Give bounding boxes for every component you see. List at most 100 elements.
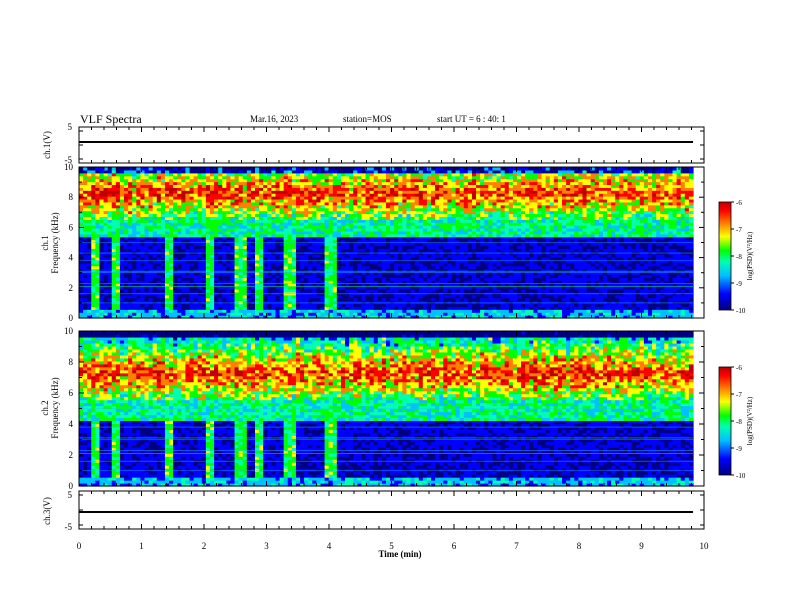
spectrogram-cell	[193, 167, 199, 171]
spectrogram-cell	[144, 222, 150, 226]
spectrogram-cell	[91, 297, 96, 302]
spectrogram-cell	[79, 233, 84, 238]
spectrogram-cell	[111, 245, 117, 249]
spectrogram-cell	[160, 227, 166, 232]
spectrogram-cell	[79, 259, 84, 264]
spectrogram-cell	[87, 175, 92, 180]
spectrogram-cell	[95, 303, 101, 307]
spectrogram-cell	[107, 280, 113, 284]
spectrogram-cell	[156, 201, 162, 206]
spectrogram-cell	[164, 306, 170, 310]
spectrogram-cell	[91, 268, 96, 273]
spectrogram-cell	[136, 286, 141, 290]
spectrogram-cell	[95, 230, 101, 235]
spectrogram-cell	[140, 271, 146, 276]
spectrogram-cell	[156, 196, 162, 200]
spectrogram-cell	[87, 283, 92, 287]
spectrogram-cell	[132, 274, 137, 278]
spectrogram-cell	[119, 210, 125, 215]
spectrogram-cell	[169, 167, 174, 171]
spectrogram-cell	[99, 286, 105, 290]
spectrogram-cell	[152, 213, 158, 217]
spectrogram-cell	[99, 288, 105, 293]
spectrogram-cell	[83, 190, 88, 194]
spectrogram-cell	[185, 167, 191, 171]
spectrogram-cell	[87, 193, 92, 197]
spectrogram-cell	[222, 167, 227, 171]
spectrogram-cell	[79, 213, 84, 217]
spectrogram-cell	[128, 271, 133, 276]
spectrogram-cell	[128, 167, 133, 171]
spectrogram-cell	[148, 219, 154, 223]
spectrogram-cell	[128, 207, 133, 212]
spectrogram-cell	[148, 283, 154, 287]
spectrogram-cell	[87, 271, 92, 276]
spectrogram-cell	[99, 268, 105, 273]
spectrogram-cell	[79, 167, 84, 171]
spectrogram-cell	[115, 204, 121, 209]
spectrogram-cell	[111, 242, 117, 246]
spectrogram-cell	[107, 257, 113, 261]
spectrogram-cell	[103, 227, 109, 232]
spectrogram-cell	[140, 225, 146, 229]
spectrogram-cell	[87, 167, 92, 171]
spectrogram-cell	[160, 283, 166, 287]
spectrogram-cell	[136, 236, 141, 241]
spectrogram-cell	[95, 283, 101, 287]
spectrogram-cell	[136, 312, 141, 316]
spectrogram-cell	[103, 300, 109, 305]
spectrogram-cell	[148, 262, 154, 267]
spectrogram-cell	[124, 262, 129, 267]
spectrogram-cell	[160, 167, 166, 171]
spectrogram-cell	[99, 167, 105, 171]
spectrogram-cell	[91, 230, 96, 235]
spectrogram-cell	[83, 222, 88, 226]
spectrogram-cell	[79, 257, 84, 261]
spectrogram-cell	[124, 225, 129, 229]
spectrogram-cell	[103, 213, 109, 217]
spectrogram-cell	[83, 167, 88, 171]
spectrogram-cell	[160, 172, 166, 177]
spectrogram-cell	[95, 222, 101, 226]
spectrogram-cell	[148, 216, 154, 220]
spectrogram-cell	[160, 169, 166, 174]
spectrogram-cell	[124, 303, 129, 307]
spectrogram-cell	[115, 227, 121, 232]
spectrogram-cell	[140, 172, 146, 177]
spectrogram-cell	[107, 184, 113, 188]
spectrogram-cell	[115, 236, 121, 241]
ch1-spectrogram-image	[79, 167, 694, 319]
spectrogram-cell	[140, 198, 146, 203]
spectrogram-cell	[99, 274, 105, 278]
spectrogram-cell	[91, 294, 96, 299]
spectrogram-cell	[95, 233, 101, 238]
spectrogram-cell	[83, 262, 88, 267]
spectrogram-cell	[83, 227, 88, 232]
spectrogram-cell	[128, 268, 133, 273]
spectrogram-cell	[103, 225, 109, 229]
spectrogram-cell	[128, 303, 133, 307]
spectrogram-cell	[128, 169, 133, 174]
spectrogram-cell	[119, 286, 125, 290]
spectrogram-cell	[91, 309, 96, 313]
spectrogram-cell	[422, 167, 428, 171]
spectrogram-cell	[148, 242, 154, 246]
spectrogram-cell	[91, 271, 96, 276]
spectrogram-cell	[91, 303, 96, 307]
spectrogram-cell	[111, 288, 117, 293]
spectrogram-cell	[91, 175, 96, 180]
spectrogram-cell	[87, 274, 92, 278]
spectrogram-cell	[95, 294, 101, 299]
spectrogram-cell	[128, 274, 133, 278]
spectrogram-cell	[148, 204, 154, 209]
spectrogram-cell	[115, 196, 121, 200]
spectrogram-cell	[95, 262, 101, 267]
spectrogram-cell	[144, 274, 150, 278]
spectrogram-cell	[128, 175, 133, 180]
spectrogram-cell	[148, 288, 154, 293]
spectrogram-cell	[148, 175, 154, 180]
spectrogram-cell	[119, 239, 125, 244]
spectrogram-cell	[91, 167, 96, 171]
spectrogram-cell	[128, 239, 133, 244]
spectrogram-cell	[99, 210, 105, 215]
